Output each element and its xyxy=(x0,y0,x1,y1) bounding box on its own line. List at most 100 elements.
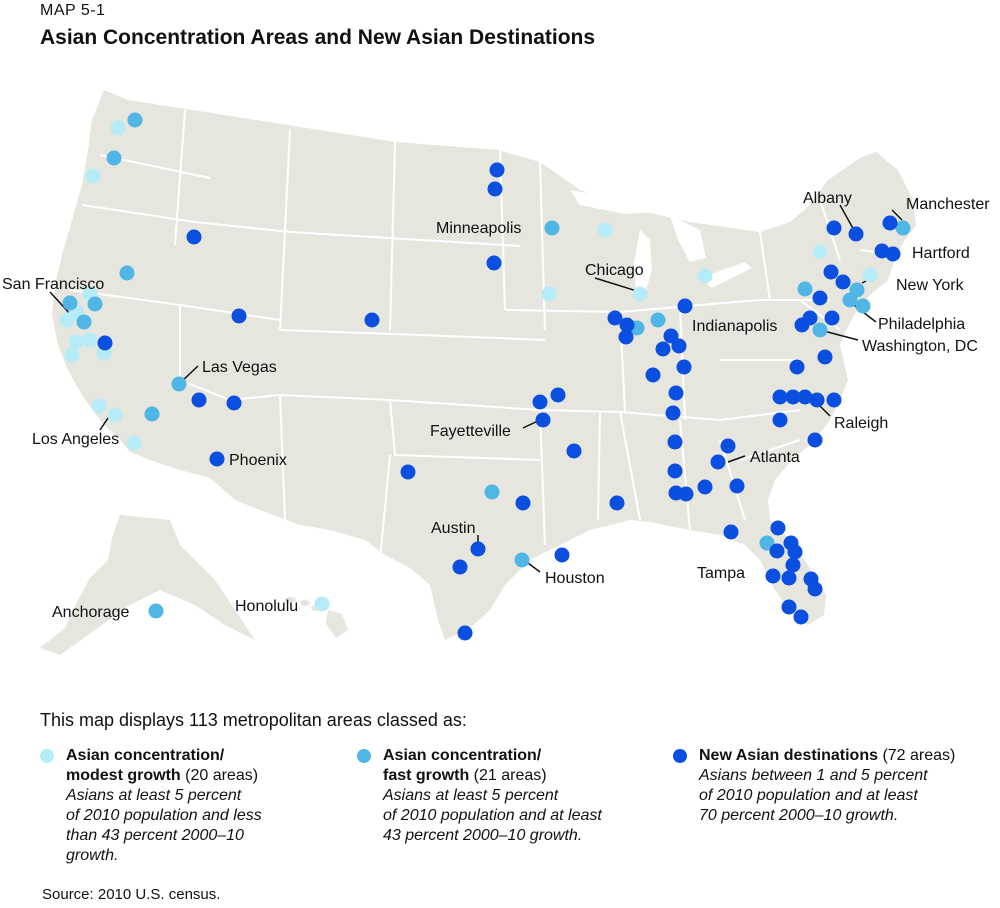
metro-dot-modest xyxy=(68,334,84,350)
metro-dot-modest xyxy=(632,286,648,302)
legend-modest-desc: growth. xyxy=(66,847,119,864)
legend-new-count: (72 areas) xyxy=(878,747,956,764)
city-label: Houston xyxy=(545,570,605,587)
metro-dot-new xyxy=(817,349,833,365)
metro-dot-fast xyxy=(106,150,122,166)
legend-fast-desc: 43 percent 2000–10 growth. xyxy=(383,827,583,844)
metro-dot-modest xyxy=(85,168,101,184)
metro-dot-new xyxy=(226,395,242,411)
metro-dot-fast xyxy=(62,295,78,311)
metro-dot-new xyxy=(697,479,713,495)
metro-dot-new xyxy=(400,464,416,480)
city-label: Austin xyxy=(431,520,475,537)
metro-dot-new xyxy=(209,451,225,467)
city-label: Atlanta xyxy=(750,449,800,466)
city-label: Minneapolis xyxy=(436,220,521,237)
legend-new-desc: 70 percent 2000–10 growth. xyxy=(699,807,899,824)
city-label: Anchorage xyxy=(52,604,129,621)
metro-dot-new xyxy=(770,520,786,536)
map-eyebrow: MAP 5-1 xyxy=(40,2,106,19)
metro-dot-modest xyxy=(59,312,75,328)
metro-dot-new xyxy=(807,581,823,597)
legend-fast-count: (21 areas) xyxy=(469,767,547,784)
city-label: Albany xyxy=(803,190,852,207)
metro-dot-modest xyxy=(64,347,80,363)
source-note: Source: 2010 U.S. census. xyxy=(42,886,221,903)
metro-dot-new xyxy=(824,310,840,326)
legend-fast-title2: fast growth xyxy=(383,767,470,784)
legend-dot-fast xyxy=(357,749,371,763)
metro-dot-new xyxy=(807,432,823,448)
alaska-landmass xyxy=(40,515,255,655)
metro-dot-new xyxy=(781,599,797,615)
legend-item-new: New Asian destinations (72 areas) Asians… xyxy=(673,746,993,826)
lake-superior xyxy=(570,190,660,214)
label-leaders xyxy=(49,204,903,573)
state-borders xyxy=(69,109,901,561)
metro-dot-fast xyxy=(144,406,160,422)
metro-dot-new xyxy=(793,609,809,625)
metro-dot-new xyxy=(785,389,801,405)
city-label: Los Angeles xyxy=(32,431,119,448)
metro-dot-new xyxy=(677,298,693,314)
lake-michigan xyxy=(634,230,652,292)
legend-intro: This map displays 113 metropolitan areas… xyxy=(40,710,467,730)
metro-dot-new xyxy=(671,338,687,354)
metro-dot-fast xyxy=(812,322,828,338)
metro-dot-fast xyxy=(514,552,530,568)
metro-dot-new xyxy=(826,220,842,236)
metro-dot-new xyxy=(826,392,842,408)
metro-dot-new xyxy=(457,625,473,641)
city-label: Philadelphia xyxy=(878,316,965,333)
metro-dot-new xyxy=(535,412,551,428)
metro-dot-new xyxy=(665,405,681,421)
city-label: Las Vegas xyxy=(202,359,277,376)
legend-fast-title1: Asian concentration/ xyxy=(383,747,542,764)
legend-modest-title2: modest growth xyxy=(66,767,181,784)
metro-dot-new xyxy=(619,317,635,333)
legend-item-modest: Asian concentration/ modest growth (20 a… xyxy=(40,746,340,866)
metro-dot-new xyxy=(797,389,813,405)
legend-fast-desc: of 2010 population and at least xyxy=(383,807,602,824)
legend-modest-desc: than 43 percent 2000–10 xyxy=(66,827,244,844)
metro-dot-modest xyxy=(862,267,878,283)
legend-fast-desc: Asians at least 5 percent xyxy=(383,787,559,804)
metro-dot-new xyxy=(470,541,486,557)
metro-dot-new xyxy=(802,310,818,326)
city-label: Hartford xyxy=(912,245,970,262)
city-label: Honolulu xyxy=(235,598,298,615)
city-label: New York xyxy=(896,277,965,294)
legend-dot-modest xyxy=(40,749,54,763)
dots-fast-growth xyxy=(62,112,911,619)
metro-dot-new xyxy=(532,394,548,410)
metro-dot-modest xyxy=(812,244,828,260)
lake-erie xyxy=(700,262,752,288)
metro-dot-fast xyxy=(797,281,813,297)
metro-dot-new xyxy=(655,341,671,357)
metro-dot-new xyxy=(364,312,380,328)
metro-dot-new xyxy=(812,290,828,306)
metro-dot-new xyxy=(781,570,797,586)
metro-dot-new xyxy=(566,443,582,459)
metro-dot-fast xyxy=(855,298,871,314)
metro-dot-new xyxy=(487,181,503,197)
metro-dot-fast xyxy=(895,220,911,236)
metro-dot-fast xyxy=(76,314,92,330)
metro-dot-new xyxy=(772,389,788,405)
city-label: Fayetteville xyxy=(430,423,511,440)
metro-dot-new xyxy=(486,255,502,271)
metro-dot-modest xyxy=(697,268,713,284)
metro-dot-new xyxy=(885,246,901,262)
city-label: Indianapolis xyxy=(692,318,777,335)
legend-new-title1: New Asian destinations xyxy=(699,747,878,764)
metro-dot-fast xyxy=(544,220,560,236)
metro-dot-new xyxy=(787,544,803,560)
city-label: Tampa xyxy=(697,565,745,582)
metro-dot-modest xyxy=(314,596,330,612)
metro-dot-new xyxy=(785,557,801,573)
city-label: Raleigh xyxy=(834,415,888,432)
metro-dot-new xyxy=(809,392,825,408)
legend-modest-title1: Asian concentration/ xyxy=(66,747,225,764)
metro-dot-fast xyxy=(171,376,187,392)
metro-dot-fast xyxy=(842,292,858,308)
